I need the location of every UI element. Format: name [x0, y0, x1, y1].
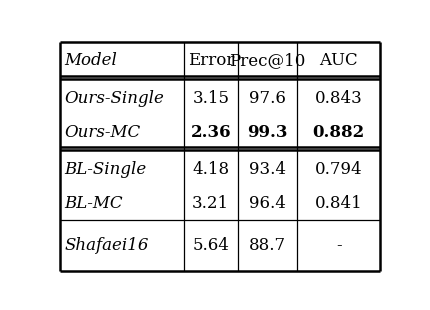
Text: 88.7: 88.7: [249, 237, 286, 254]
Text: -: -: [336, 237, 341, 254]
Text: BL-MC: BL-MC: [64, 195, 123, 212]
Text: AUC: AUC: [319, 52, 358, 69]
Text: Error: Error: [187, 52, 234, 69]
Text: 5.64: 5.64: [192, 237, 229, 254]
Text: 93.4: 93.4: [249, 161, 286, 178]
Text: 3.21: 3.21: [192, 195, 229, 212]
Text: Prec@10: Prec@10: [229, 52, 306, 69]
Text: BL-Single: BL-Single: [64, 161, 147, 178]
Text: 96.4: 96.4: [249, 195, 286, 212]
Text: 0.794: 0.794: [315, 161, 362, 178]
Text: 0.843: 0.843: [315, 90, 362, 107]
Text: Model: Model: [64, 52, 117, 69]
Text: Shafaei16: Shafaei16: [64, 237, 149, 254]
Text: 99.3: 99.3: [247, 124, 288, 141]
Text: 97.6: 97.6: [249, 90, 286, 107]
Text: 0.841: 0.841: [315, 195, 362, 212]
Text: 4.18: 4.18: [192, 161, 229, 178]
Text: Ours-Single: Ours-Single: [64, 90, 164, 107]
Text: Ours-MC: Ours-MC: [64, 124, 141, 141]
Text: 0.882: 0.882: [313, 124, 365, 141]
Text: 3.15: 3.15: [192, 90, 229, 107]
Text: 2.36: 2.36: [190, 124, 231, 141]
